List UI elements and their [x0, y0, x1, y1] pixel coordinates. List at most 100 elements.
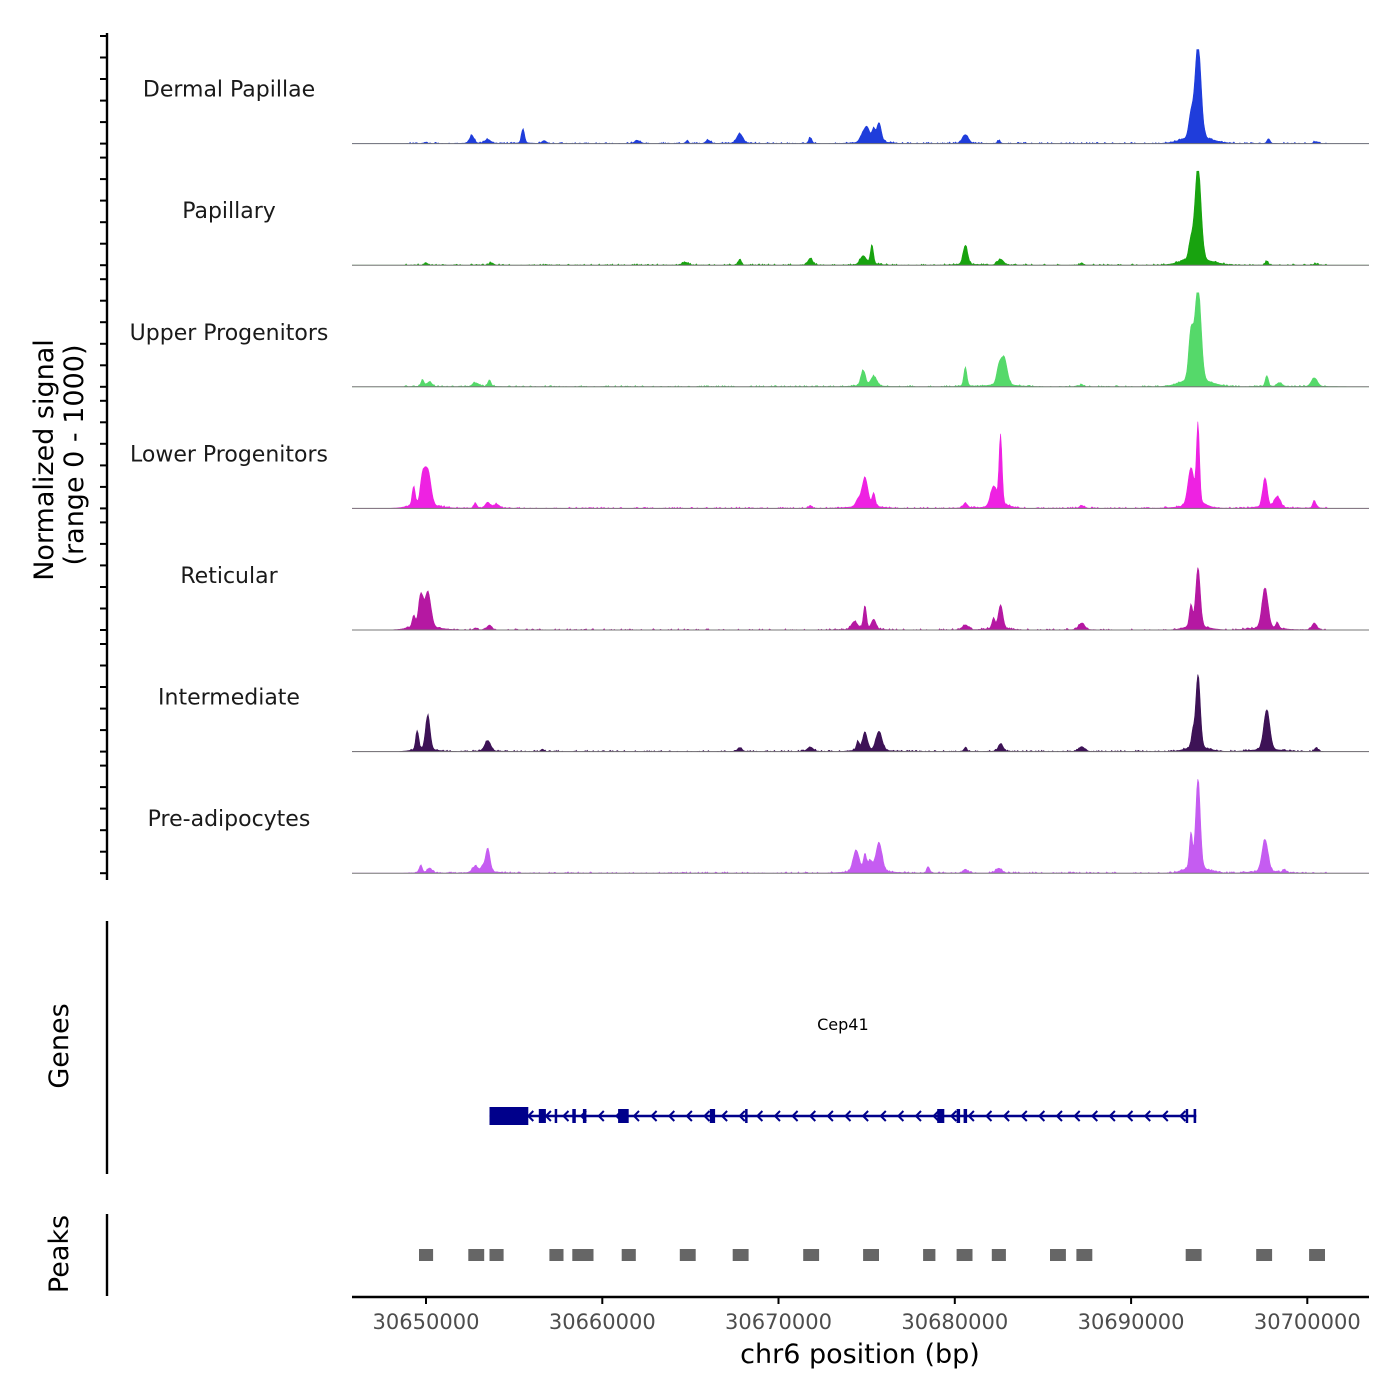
gene-exon [937, 1109, 945, 1123]
signal-axis-title: Normalized signal [29, 339, 60, 581]
peak-region [621, 1249, 636, 1261]
x-tick-label: 30700000 [1254, 1310, 1361, 1334]
strand-arrow [562, 1110, 570, 1122]
track-label: Dermal Papillae [143, 78, 315, 103]
x-tick-label: 30670000 [725, 1310, 832, 1334]
strand-arrow [826, 1110, 834, 1122]
peak-region [923, 1249, 936, 1261]
coverage-area [352, 49, 1369, 145]
strand-arrow [985, 1110, 993, 1122]
strand-arrow [509, 1110, 517, 1122]
track-label: Intermediate [158, 686, 300, 711]
peak-region [1050, 1249, 1066, 1261]
track-pre-adipocytes: Pre-adipocytes [148, 779, 1369, 874]
strand-arrow [667, 1110, 676, 1122]
peak-track [419, 1249, 1325, 1261]
strand-arrow [896, 1110, 905, 1122]
peak-region [1185, 1249, 1202, 1261]
strand-arrow [614, 1110, 623, 1122]
strand-arrow [808, 1110, 817, 1122]
strand-arrow [949, 1110, 958, 1122]
strand-arrow [1143, 1110, 1151, 1122]
gene-exon [572, 1109, 576, 1123]
strand-arrow [1037, 1110, 1046, 1122]
strand-arrow [1055, 1110, 1063, 1122]
strand-arrow [738, 1110, 746, 1122]
gene-exon [582, 1109, 587, 1123]
track-upper-progenitors: Upper Progenitors [130, 292, 1369, 388]
genes-panel-title: Genes [44, 1003, 75, 1088]
strand-arrow [844, 1110, 852, 1122]
peak-region [956, 1249, 973, 1261]
peak-region [679, 1249, 696, 1261]
track-label: Reticular [180, 564, 278, 589]
strand-arrow [703, 1110, 711, 1122]
strand-arrow [720, 1110, 728, 1122]
strand-arrow [914, 1110, 922, 1122]
gene-exon [618, 1109, 629, 1123]
gene-exon [1185, 1109, 1189, 1123]
peak-region [863, 1249, 879, 1261]
strand-arrow [685, 1110, 693, 1122]
strand-arrow [1126, 1110, 1134, 1122]
strand-arrow [791, 1110, 799, 1122]
strand-arrow [967, 1110, 975, 1122]
strand-arrow [632, 1110, 640, 1122]
track-label: Lower Progenitors [130, 442, 328, 467]
coverage-area [352, 674, 1369, 753]
peak-region [489, 1249, 504, 1261]
strand-arrow [932, 1110, 940, 1122]
coverage-tracks: Dermal Papillae Papillary Upper Progenitor… [130, 49, 1369, 874]
strand-arrow [579, 1110, 587, 1122]
signal-axis-subtitle: (range 0 - 1000) [59, 345, 90, 566]
x-axis-title: chr6 position (bp) [740, 1339, 980, 1370]
strand-arrow [879, 1110, 887, 1122]
gene-exon [554, 1109, 558, 1123]
strand-arrow [755, 1110, 764, 1122]
peak-region [991, 1249, 1006, 1261]
x-axis: 30650000 30660000 30670000 30680000 30690000… [352, 1295, 1369, 1334]
gene-exon [489, 1107, 529, 1125]
coverage-area [352, 567, 1369, 631]
peak-region [549, 1249, 564, 1261]
strand-arrow [1090, 1110, 1099, 1122]
peak-region [468, 1249, 485, 1261]
track-dermal-papillae: Dermal Papillae [143, 49, 1369, 145]
x-tick-label: 30650000 [373, 1310, 480, 1334]
peak-region [572, 1249, 594, 1261]
track-intermediate: Intermediate [158, 674, 1369, 753]
x-tick-label: 30680000 [901, 1310, 1008, 1334]
gene-exon [538, 1109, 546, 1123]
track-label: Pre-adipocytes [148, 807, 311, 832]
gene-track: Cep41 [489, 1015, 1197, 1125]
track-reticular: Reticular [180, 564, 1369, 631]
peaks-panel-title: Peaks [44, 1215, 75, 1293]
strand-arrow [1020, 1110, 1028, 1122]
peak-region [419, 1249, 434, 1261]
strand-arrow [597, 1110, 605, 1122]
track-label: Upper Progenitors [130, 321, 329, 346]
gene-exon [956, 1109, 961, 1123]
strand-arrow [1178, 1110, 1187, 1122]
gene-exon [745, 1109, 748, 1123]
strand-arrow [1161, 1110, 1169, 1122]
strand-arrow [1108, 1110, 1116, 1122]
strand-arrow [1002, 1110, 1010, 1122]
track-label: Papillary [182, 199, 276, 224]
coverage-area [352, 292, 1369, 388]
peak-region [803, 1249, 820, 1261]
track-lower-progenitors: Lower Progenitors [130, 421, 1369, 509]
coverage-area [352, 170, 1369, 266]
gene-exon [709, 1109, 716, 1123]
x-tick-label: 30690000 [1078, 1310, 1185, 1334]
strand-arrow [1073, 1110, 1081, 1122]
gene-exon [963, 1109, 968, 1123]
peak-region [732, 1249, 749, 1261]
coverage-area [352, 421, 1369, 509]
peak-region [1256, 1249, 1273, 1261]
track-papillary: Papillary [182, 170, 1369, 266]
gene-name: Cep41 [817, 1015, 869, 1034]
strand-arrow [544, 1110, 552, 1122]
peak-region [1309, 1249, 1325, 1261]
peak-region [1076, 1249, 1093, 1261]
